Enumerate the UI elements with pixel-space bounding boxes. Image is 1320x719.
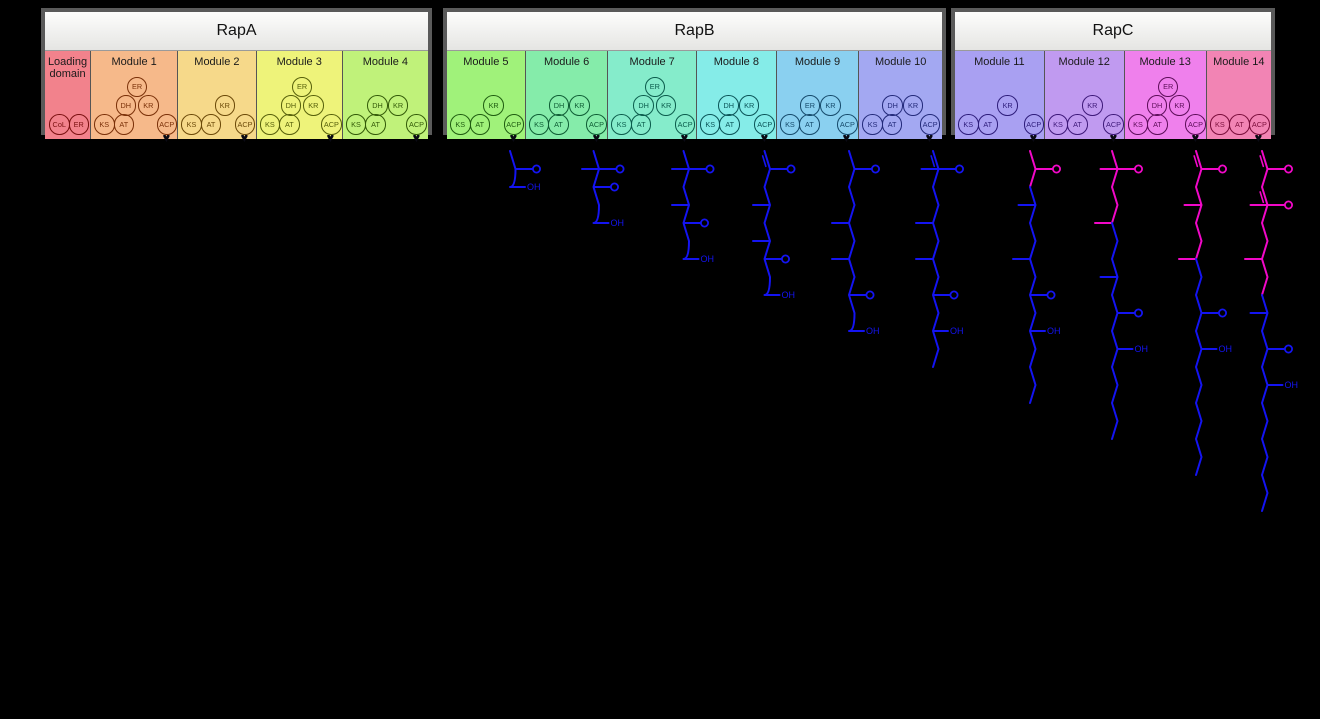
svg-text:OH: OH bbox=[1047, 326, 1061, 336]
svg-text:OH: OH bbox=[950, 326, 964, 336]
svg-text:OH: OH bbox=[1134, 344, 1148, 354]
svg-text:OH: OH bbox=[527, 182, 541, 192]
svg-text:OH: OH bbox=[701, 254, 715, 264]
svg-text:OH: OH bbox=[1284, 380, 1298, 390]
svg-text:OH: OH bbox=[782, 290, 796, 300]
svg-text:OH: OH bbox=[866, 326, 880, 336]
svg-text:OH: OH bbox=[1218, 344, 1232, 354]
svg-text:OH: OH bbox=[611, 218, 625, 228]
